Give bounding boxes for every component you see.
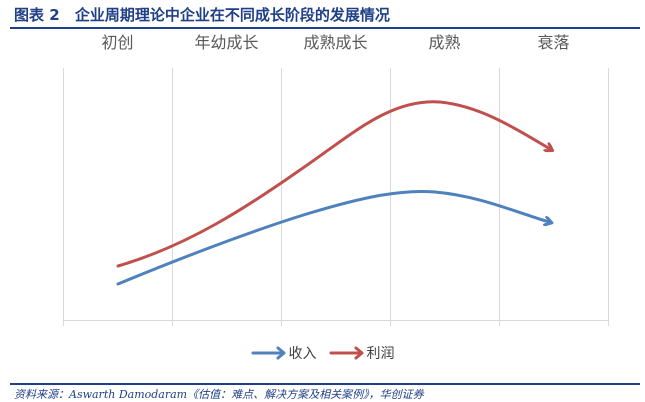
arrow-icon	[251, 346, 285, 360]
profit-curve	[116, 100, 550, 268]
baseline	[63, 320, 609, 326]
title-rule	[10, 27, 640, 29]
stage-label-young-growth: 年幼成长	[194, 33, 259, 52]
stage-dividers	[63, 68, 609, 320]
stage-label-mature: 成熟	[428, 33, 461, 52]
stage-label-startup: 初创	[101, 33, 134, 52]
source-rule	[10, 383, 640, 385]
figure-title: 图表 2 企业周期理论中企业在不同成长阶段的发展情况	[14, 4, 390, 26]
figure-caption: 企业周期理论中企业在不同成长阶段的发展情况	[74, 6, 390, 24]
stage-label-decline: 衰落	[537, 33, 570, 52]
legend: 收入 利润	[0, 343, 645, 363]
stage-header-row: 初创 年幼成长 成熟成长 成熟 衰落	[63, 30, 608, 56]
source-note: 资料来源：Aswarth Damodaram《估值：难点、解决方案及相关案例》，…	[14, 388, 424, 401]
figure-number: 图表 2	[14, 6, 60, 24]
revenue-curve	[116, 189, 549, 286]
legend-label-profit: 利润	[366, 346, 395, 362]
legend-item-revenue: 收入	[251, 343, 317, 363]
legend-item-profit: 利润	[329, 343, 395, 363]
arrow-icon	[329, 346, 363, 360]
stage-label-mature-growth: 成熟成长	[303, 33, 368, 52]
legend-label-revenue: 收入	[288, 346, 317, 362]
